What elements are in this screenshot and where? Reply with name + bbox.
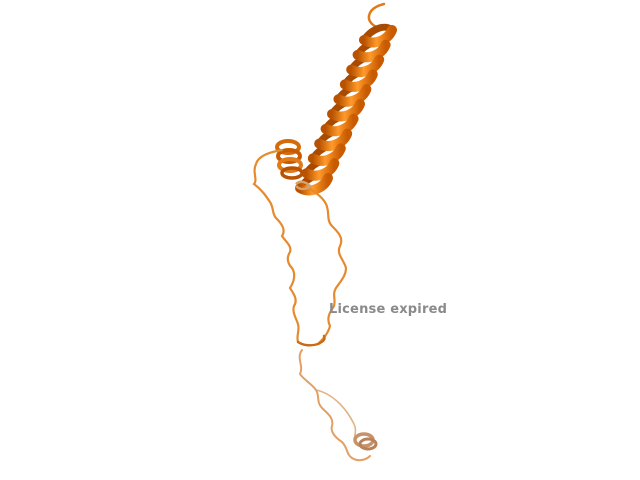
coil-bottom — [298, 349, 371, 462]
helix-turn-front — [333, 84, 372, 107]
helix-turn-front — [314, 128, 353, 151]
helix-turn-front — [327, 99, 365, 122]
main-helix — [295, 23, 397, 196]
license-watermark: License expired — [329, 302, 448, 317]
small-helix-bottom — [353, 432, 378, 451]
helix-turn-front — [352, 39, 391, 63]
coil-left — [252, 148, 300, 344]
coil-bottom-inner — [315, 389, 357, 445]
helix-turn-front — [307, 143, 346, 166]
coil-connector — [296, 334, 326, 347]
coil-right — [304, 184, 348, 346]
helix-turn-front — [320, 113, 359, 137]
helix-junction — [295, 180, 312, 191]
helix-turn-front — [346, 54, 385, 77]
n-terminal-tail — [367, 2, 386, 30]
helix-turn-front — [359, 25, 397, 48]
helix-turn-front — [301, 158, 340, 181]
small-helix-left — [275, 139, 304, 180]
helix-turn-front — [339, 69, 378, 92]
